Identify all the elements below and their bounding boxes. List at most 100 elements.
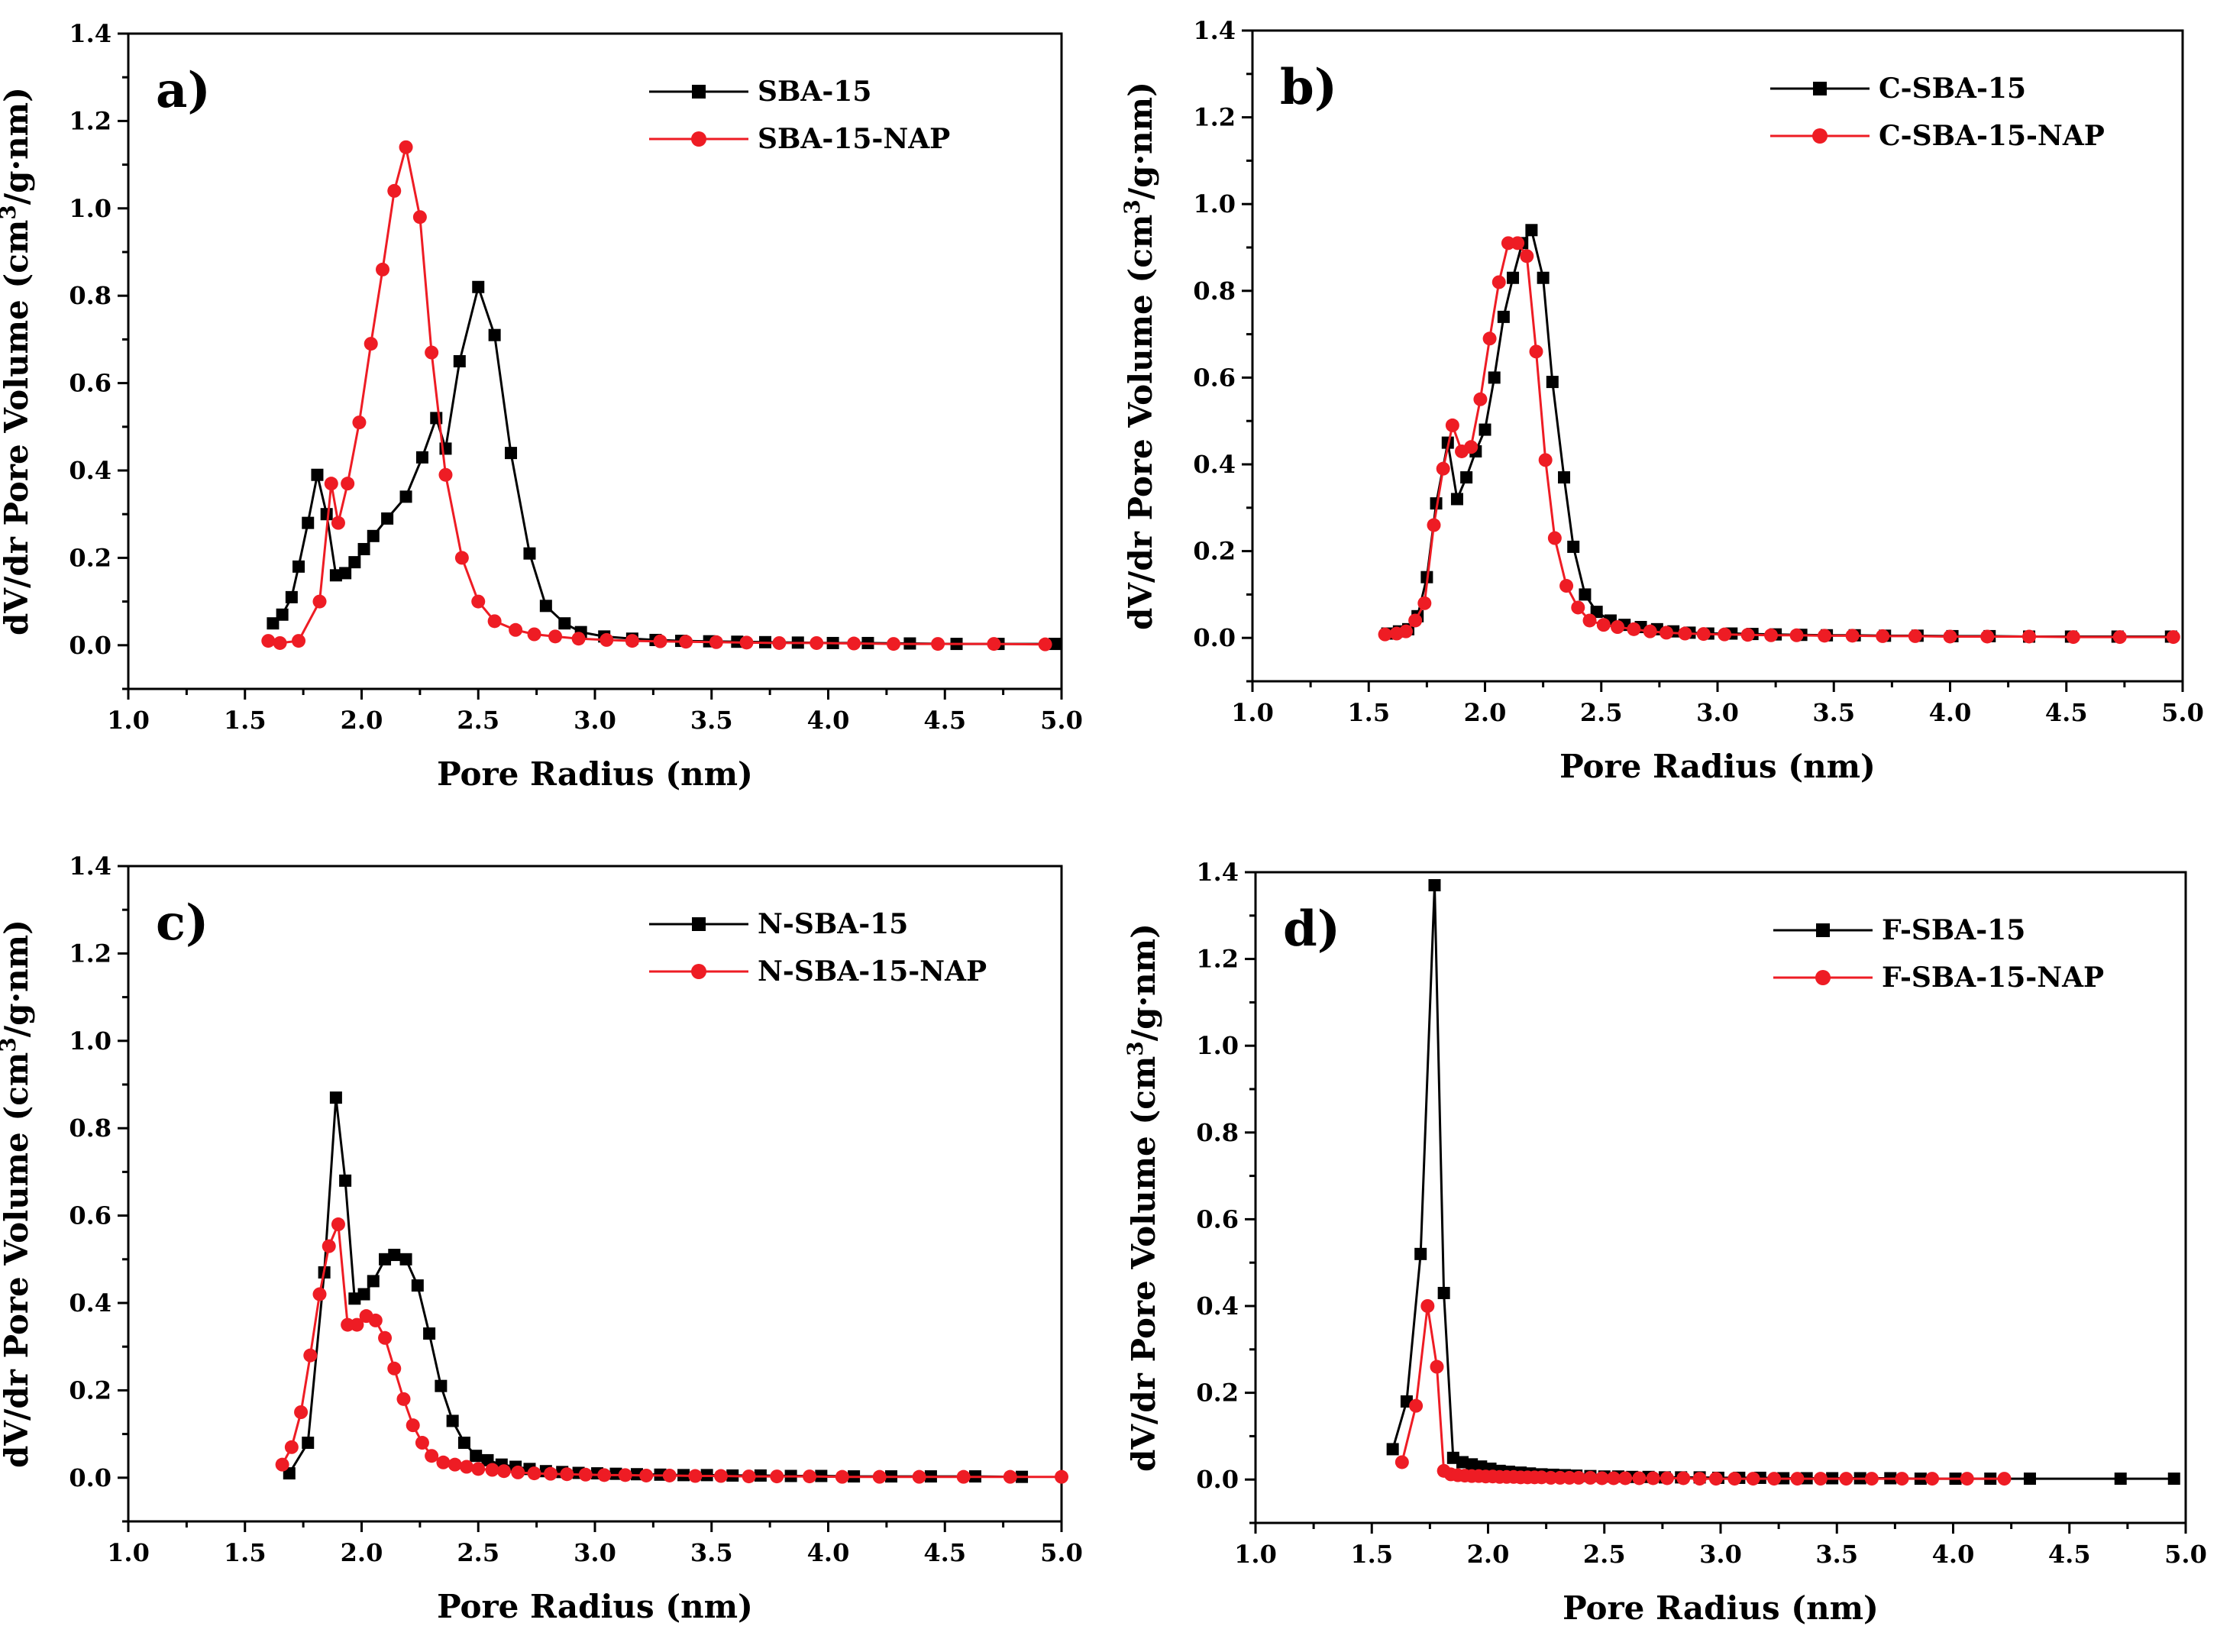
- data-point: [1507, 271, 1520, 284]
- y-tick-label: 0.8: [69, 281, 111, 310]
- data-point: [459, 1460, 473, 1474]
- data-point: [1980, 629, 1995, 644]
- data-point: [471, 594, 486, 609]
- data-point: [1529, 344, 1543, 359]
- data-point: [1466, 1458, 1479, 1471]
- legend-marker: [691, 131, 706, 147]
- legend-marker: [1813, 82, 1827, 95]
- x-tick-label: 2.0: [1464, 698, 1507, 727]
- y-axis-title: dV/dr Pore Volume (cm3/g·nm): [1123, 923, 1162, 1472]
- data-point: [273, 635, 287, 650]
- data-point: [1436, 461, 1450, 476]
- data-point: [303, 1348, 318, 1363]
- data-point: [379, 1253, 392, 1266]
- series-line: [268, 147, 1045, 646]
- x-tick-label: 3.0: [1699, 1540, 1742, 1569]
- y-tick-label: 0.0: [1193, 623, 1236, 652]
- x-axis-title: Pore Radius (nm): [1559, 748, 1876, 785]
- data-point: [1446, 1451, 1459, 1464]
- y-tick-label: 1.2: [69, 939, 111, 968]
- data-point: [399, 140, 413, 154]
- data-point: [1764, 628, 1779, 642]
- y-tick-label: 0.8: [69, 1114, 111, 1143]
- data-point: [1943, 629, 1957, 644]
- x-tick-label: 5.0: [1040, 706, 1083, 735]
- x-tick-label: 5.0: [1040, 1538, 1083, 1567]
- data-point: [1511, 236, 1525, 251]
- data-point: [1845, 629, 1860, 643]
- chart-panel-2: 1.0 1.5 2.0 2.5 3.0 3.5 4.0 4.5 5.0 0.0 0.2 0.4 0.6 0…: [1120, 16, 2204, 785]
- data-point: [1692, 1472, 1707, 1486]
- series-line: [281, 1224, 1062, 1479]
- y-axis-title-sup: 3: [1123, 1041, 1148, 1056]
- chart-panel-1: 1.0 1.5 2.0 2.5 3.0 3.5 4.0 4.5 5.0 0.0 0.2 0.4 0.6 0…: [0, 19, 1083, 793]
- legend: N-SBA-15 N-SBA-15-NAP: [649, 908, 987, 988]
- data-point: [872, 1469, 887, 1484]
- data-point: [1450, 493, 1463, 506]
- data-point: [662, 1468, 677, 1482]
- data-point: [448, 1457, 462, 1472]
- data-point: [1414, 1247, 1427, 1260]
- data-point: [331, 516, 345, 530]
- y-axis-title-part: /g·nm): [1122, 82, 1159, 199]
- data-point: [381, 512, 394, 525]
- data-point: [912, 1469, 926, 1484]
- data-point: [425, 345, 439, 360]
- data-point: [1960, 1472, 1974, 1486]
- legend: SBA-15 SBA-15-NAP: [649, 76, 950, 155]
- legend-label: N-SBA-15-NAP: [758, 955, 987, 988]
- data-point: [294, 1405, 309, 1419]
- x-tick-label: 4.5: [2045, 698, 2088, 727]
- data-point: [1409, 1398, 1424, 1413]
- data-point: [742, 1469, 756, 1484]
- series-line: [288, 1098, 1023, 1479]
- data-point: [835, 1469, 849, 1484]
- y-axis-title-sup: 3: [0, 205, 21, 219]
- data-point: [560, 1467, 574, 1482]
- y-axis-title-part: dV/dr Pore Volume (cm: [0, 1052, 35, 1468]
- data-point: [1740, 628, 1755, 642]
- data-point: [1813, 1472, 1828, 1486]
- data-point: [285, 590, 298, 603]
- data-point: [311, 468, 324, 481]
- x-tick-label: 4.5: [923, 1538, 966, 1567]
- data-point: [1546, 376, 1559, 389]
- data-point: [436, 1455, 451, 1469]
- data-point: [399, 490, 412, 503]
- data-point: [284, 1440, 299, 1454]
- data-point: [679, 635, 693, 649]
- y-tick-label: 0.2: [69, 543, 111, 572]
- panel-label: c): [156, 894, 208, 952]
- legend-marker: [692, 917, 706, 931]
- data-point: [527, 627, 541, 642]
- y-tick-label: 0.6: [69, 369, 111, 398]
- data-point: [312, 1287, 327, 1301]
- x-tick-label: 3.5: [690, 1538, 733, 1567]
- data-point: [597, 1468, 612, 1482]
- y-tick-label: 0.6: [69, 1201, 111, 1230]
- data-point: [425, 1449, 439, 1463]
- data-point: [378, 1330, 393, 1345]
- data-point: [803, 1469, 817, 1484]
- y-tick-label: 0.0: [69, 1463, 111, 1492]
- x-tick-label: 1.5: [1350, 1540, 1393, 1569]
- data-point: [2023, 1473, 2036, 1486]
- data-point: [446, 1414, 459, 1427]
- data-point: [261, 634, 276, 648]
- data-point: [770, 1469, 784, 1484]
- data-point: [1559, 579, 1574, 593]
- chart-panel-3: 1.0 1.5 2.0 2.5 3.0 3.5 4.0 4.5 5.0 0.0 0.2 0.4 0.6 0…: [0, 852, 1083, 1625]
- data-point: [1864, 1472, 1879, 1486]
- y-axis-title-part: dV/dr Pore Volume (cm: [0, 220, 35, 635]
- data-point: [1606, 1471, 1621, 1486]
- legend: C-SBA-15 C-SBA-15-NAP: [1770, 73, 2105, 152]
- data-point: [396, 1392, 411, 1406]
- series-c-sba-15-nap: [1378, 236, 2180, 645]
- data-point: [487, 614, 502, 629]
- x-tick-label: 1.0: [1234, 1540, 1277, 1569]
- x-tick-label: 4.5: [2048, 1540, 2091, 1569]
- x-tick-label: 2.5: [1583, 1540, 1626, 1569]
- series-n-sba-15-nap: [275, 1217, 1068, 1484]
- series-f-sba-15-nap: [1395, 1299, 2012, 1486]
- data-point: [688, 1469, 703, 1483]
